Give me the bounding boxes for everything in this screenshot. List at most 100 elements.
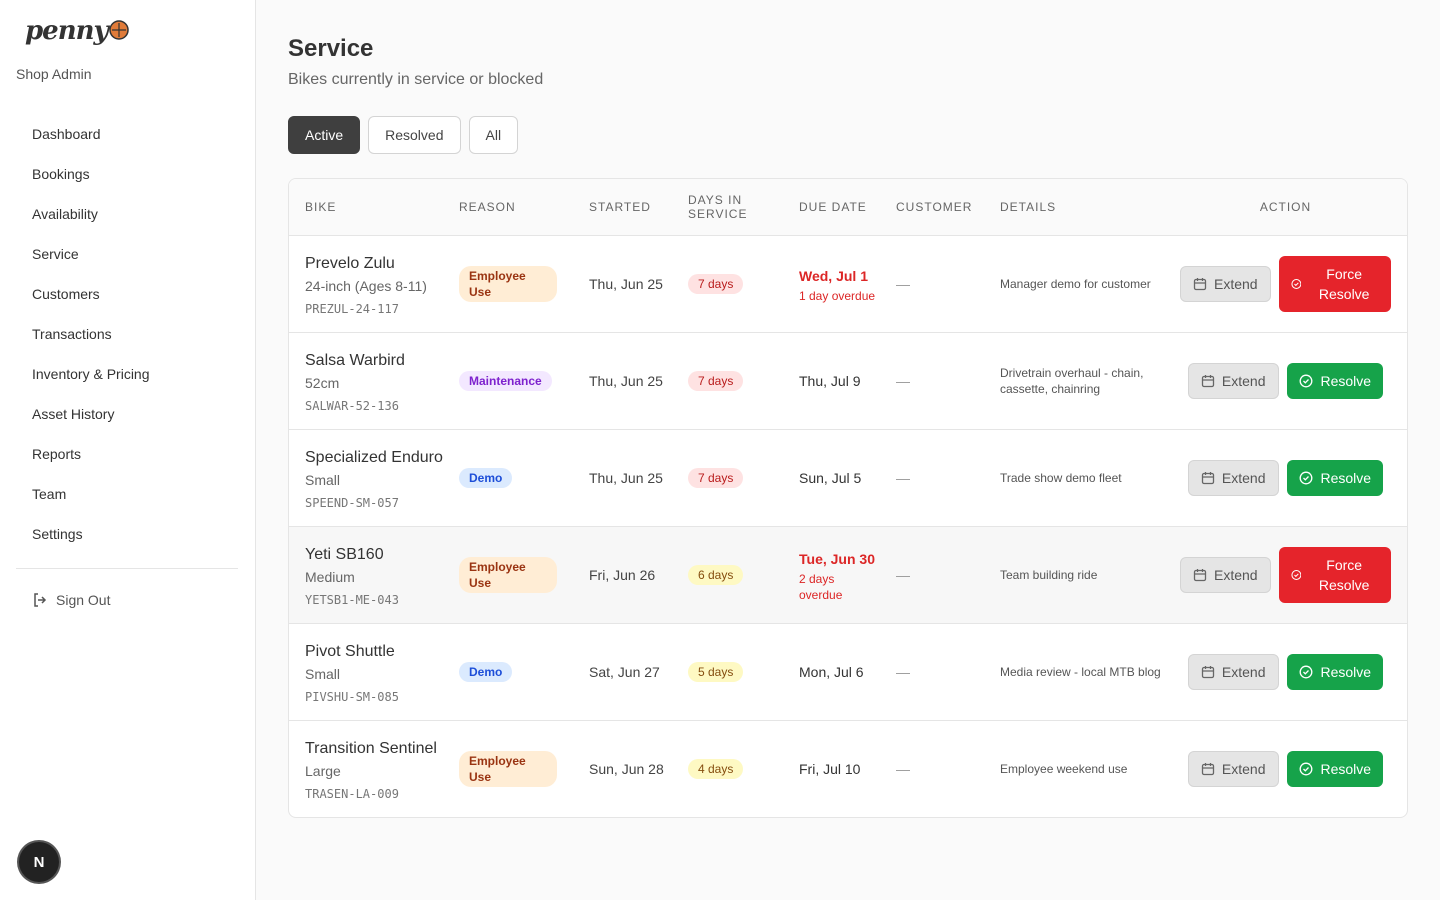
nav-item[interactable]: Settings bbox=[32, 526, 83, 542]
logo: penny bbox=[25, 16, 130, 46]
started-cell: Sun, Jun 28 bbox=[589, 719, 688, 817]
due-cell: Sun, Jul 5 bbox=[799, 428, 896, 526]
customer: — bbox=[896, 469, 910, 486]
due-date: Sun, Jul 5 bbox=[799, 469, 862, 486]
table-card: BIKE REASON STARTED DAYS IN SERVICE DUE DATE… bbox=[288, 178, 1408, 818]
started-cell: Thu, Jun 25 bbox=[589, 428, 688, 526]
logo-icon bbox=[108, 20, 129, 40]
reason-badge: Employee Use bbox=[459, 750, 557, 787]
resolve-label: Resolve bbox=[1320, 663, 1372, 680]
extend-button[interactable]: Extend bbox=[1187, 362, 1279, 399]
days-cell: 7 days bbox=[688, 331, 799, 429]
days-badge: 7 days bbox=[688, 273, 744, 294]
started-date: Sun, Jun 28 bbox=[589, 760, 664, 777]
overdue-note: 2 days overdue bbox=[799, 571, 843, 602]
nav-item[interactable]: Customers bbox=[32, 286, 100, 302]
reason-badge: Employee Use bbox=[459, 556, 557, 593]
resolve-button[interactable]: Resolve bbox=[1286, 459, 1384, 496]
nav-item[interactable]: Inventory & Pricing bbox=[32, 366, 150, 382]
details-cell: Team building ride bbox=[1000, 525, 1180, 623]
table-row: Yeti SB160 Medium YETSB1-ME-043 Employee Us… bbox=[289, 525, 1407, 623]
bike-code: TRASEN-LA-009 bbox=[305, 786, 399, 801]
logo-text: penny bbox=[25, 16, 109, 46]
actions: Extend Force Resolve bbox=[1180, 255, 1391, 312]
days-badge: 5 days bbox=[688, 661, 744, 682]
nav-item[interactable]: Dashboard bbox=[32, 126, 101, 142]
resolve-button[interactable]: Resolve bbox=[1286, 362, 1384, 399]
days-cell: 5 days bbox=[688, 622, 799, 720]
days-cell: 7 days bbox=[688, 428, 799, 526]
resolve-button[interactable]: Force Resolve bbox=[1278, 546, 1391, 603]
bike-cell: Transition Sentinel Large TRASEN-LA-009 bbox=[289, 719, 459, 817]
bike-cell: Pivot Shuttle Small PIVSHU-SM-085 bbox=[289, 622, 459, 720]
days-cell: 7 days bbox=[688, 234, 799, 332]
days-badge: 7 days bbox=[688, 370, 744, 391]
reason-cell: Demo bbox=[459, 622, 589, 720]
bike-name: Yeti SB160 bbox=[305, 545, 384, 563]
column-header: ACTION bbox=[1180, 179, 1407, 235]
details: Trade show demo fleet bbox=[1000, 470, 1122, 485]
resolve-button[interactable]: Force Resolve bbox=[1278, 255, 1391, 312]
calendar-icon bbox=[1201, 471, 1215, 484]
filters: Active Resolved All bbox=[288, 116, 519, 154]
filter-button[interactable]: Resolved bbox=[368, 116, 461, 154]
due-cell: Thu, Jul 9 bbox=[799, 331, 896, 429]
nav-item[interactable]: Team bbox=[32, 486, 67, 502]
action-cell: Extend Resolve bbox=[1180, 428, 1407, 526]
nav-item[interactable]: Reports bbox=[32, 446, 82, 462]
page-subtitle: Bikes currently in service or blocked bbox=[288, 71, 544, 88]
actions: Extend Force Resolve bbox=[1180, 546, 1391, 603]
reason-badge: Demo bbox=[459, 467, 513, 488]
column-header: DAYS IN SERVICE bbox=[688, 179, 799, 235]
extend-label: Extend bbox=[1214, 566, 1258, 583]
column-header: BIKE bbox=[289, 179, 459, 235]
table-row: Salsa Warbird 52cm SALWAR-52-136 Maintenanc… bbox=[289, 331, 1407, 429]
resolve-label: Resolve bbox=[1320, 372, 1372, 389]
details: Employee weekend use bbox=[1000, 761, 1128, 776]
action-cell: Extend Force Resolve bbox=[1180, 234, 1407, 332]
resolve-button[interactable]: Resolve bbox=[1286, 653, 1384, 690]
sidebar: penny Shop Admin Dashboard Bookings Availa… bbox=[0, 0, 256, 900]
resolve-button[interactable]: Resolve bbox=[1286, 750, 1384, 787]
check-icon bbox=[1291, 278, 1301, 289]
started-date: Thu, Jun 25 bbox=[589, 469, 663, 486]
overdue-note: 1 day overdue bbox=[799, 288, 876, 303]
extend-button[interactable]: Extend bbox=[1187, 459, 1279, 496]
nav-item[interactable]: Availability bbox=[32, 206, 98, 222]
details-cell: Manager demo for customer bbox=[1000, 234, 1180, 332]
nav-item[interactable]: Service bbox=[32, 246, 79, 262]
avatar[interactable]: N bbox=[19, 842, 59, 882]
customer: — bbox=[896, 372, 910, 389]
table-row: Pivot Shuttle Small PIVSHU-SM-085 Demo Sat, … bbox=[289, 622, 1407, 720]
nav-item[interactable]: Asset History bbox=[32, 406, 115, 422]
extend-button[interactable]: Extend bbox=[1180, 265, 1271, 302]
bike-cell: Prevelo Zulu 24-inch (Ages 8-11) PREZUL-24… bbox=[289, 234, 459, 332]
column-header: DUE DATE bbox=[799, 179, 896, 235]
extend-button[interactable]: Extend bbox=[1187, 653, 1279, 690]
nav-item[interactable]: Transactions bbox=[32, 326, 112, 342]
started-date: Thu, Jun 25 bbox=[589, 275, 663, 292]
resolve-label: Force Resolve bbox=[1318, 556, 1370, 593]
filter-button[interactable]: Active bbox=[288, 116, 361, 154]
details: Media review - local MTB blog bbox=[1000, 664, 1161, 679]
sign-out[interactable]: Sign Out bbox=[32, 592, 110, 608]
bike-cell: Specialized Enduro Small SPEEND-SM-057 bbox=[289, 428, 459, 526]
customer: — bbox=[896, 663, 910, 680]
service-table: BIKE REASON STARTED DAYS IN SERVICE DUE DATE… bbox=[289, 179, 1407, 817]
due-date: Mon, Jul 6 bbox=[799, 663, 864, 680]
actions: Extend Resolve bbox=[1180, 653, 1391, 690]
resolve-label: Resolve bbox=[1320, 469, 1372, 486]
nav-item[interactable]: Bookings bbox=[32, 166, 90, 182]
due-date: Wed, Jul 1 bbox=[799, 267, 868, 284]
bike-code: SPEEND-SM-057 bbox=[305, 495, 399, 510]
filter-button[interactable]: All bbox=[468, 116, 519, 154]
action-cell: Extend Force Resolve bbox=[1180, 525, 1407, 623]
bike-name: Transition Sentinel bbox=[305, 739, 437, 757]
extend-button[interactable]: Extend bbox=[1180, 556, 1271, 593]
bike-cell: Salsa Warbird 52cm SALWAR-52-136 bbox=[289, 331, 459, 429]
extend-label: Extend bbox=[1221, 663, 1266, 680]
details: Drivetrain overhaul - chain, cassette, c… bbox=[1000, 365, 1144, 396]
extend-button[interactable]: Extend bbox=[1187, 750, 1279, 787]
reason-badge: Employee Use bbox=[459, 265, 557, 302]
